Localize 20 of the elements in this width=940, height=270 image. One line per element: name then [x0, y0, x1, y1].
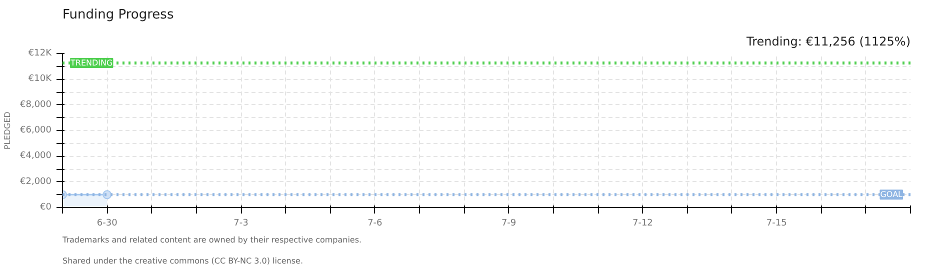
x-tick-label: 7-15: [766, 218, 787, 228]
x-tick-label: 7-12: [632, 218, 653, 228]
y-tick-label: €0: [40, 202, 52, 212]
text: Trademarks and related content are owned by their respective companies.: [62, 236, 362, 244]
y-tick-label: €10K: [28, 74, 53, 84]
chart-title: Funding Progress: [62, 8, 174, 22]
y-tick-label: €4,000: [20, 151, 52, 162]
text: Trending: €11,256 (1125%): [746, 34, 910, 48]
x-tick-label: 7-6: [368, 218, 383, 228]
y-axis-title: PLEDGED: [3, 112, 12, 150]
ref-line-label: TRENDING: [70, 58, 113, 68]
y-tick-label: €6,000: [20, 126, 52, 136]
x-tick-label: 6-30: [96, 218, 118, 228]
ref-line-label: GOAL: [880, 190, 904, 200]
y-tick-label: €12K: [28, 48, 53, 58]
y-tick-label: €2,000: [20, 176, 52, 187]
text: Shared under the creative commons (CC BY-NC 3.0) license.: [62, 256, 303, 266]
x-tick-label: 7-3: [234, 218, 248, 228]
y-tick-label: €8,000: [20, 100, 52, 110]
x-tick-label: 7-9: [501, 218, 516, 228]
